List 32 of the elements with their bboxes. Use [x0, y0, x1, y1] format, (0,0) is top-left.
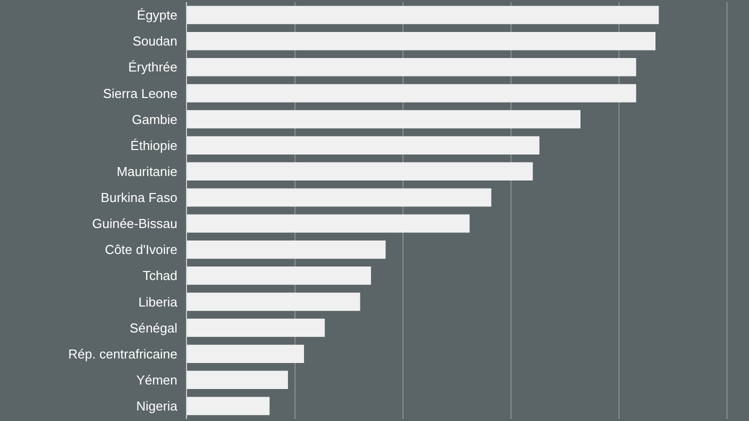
y-tick-label: Sierra Leone: [102, 86, 178, 101]
bar: [187, 6, 659, 24]
y-tick-label: Sénégal: [130, 320, 178, 336]
bar: [187, 32, 656, 50]
bar: [187, 396, 270, 416]
y-tick-label: Égypte: [136, 8, 178, 23]
y-tick-label: Tchad: [142, 268, 178, 284]
bar: [187, 292, 360, 311]
y-tick-label: Rép. centrafricaine: [68, 346, 178, 362]
y-tick-label: Éthiopie: [130, 138, 178, 153]
bar: [187, 266, 371, 285]
y-tick-label: Nigeria: [136, 398, 178, 414]
bar: [187, 344, 304, 363]
bar: [187, 136, 540, 154]
bar: [187, 162, 533, 181]
y-tick-label: Érythrée: [128, 60, 178, 75]
bar: [187, 318, 325, 337]
y-tick-label: Gambie: [132, 112, 178, 127]
y-tick-label: Côte d'Ivoire: [104, 242, 178, 258]
y-tick-label: Soudan: [132, 34, 178, 49]
y-tick-label: Burkina Faso: [100, 190, 178, 206]
y-tick-label: Liberia: [138, 294, 178, 310]
bar: [187, 240, 386, 259]
bar: [187, 214, 470, 233]
bar: [187, 110, 580, 128]
bar: [187, 370, 288, 390]
bar: [187, 84, 636, 102]
bar: [187, 58, 636, 76]
bar: [187, 188, 492, 207]
y-tick-label: Yémen: [136, 372, 178, 388]
y-tick-label: Guinée-Bissau: [92, 216, 178, 232]
y-tick-label: Mauritanie: [116, 164, 178, 179]
